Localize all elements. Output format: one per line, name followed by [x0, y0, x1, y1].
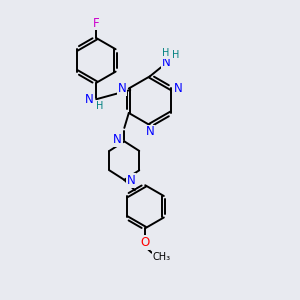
Text: N: N: [85, 93, 94, 106]
Text: H: H: [172, 50, 179, 60]
Text: N: N: [162, 56, 171, 69]
Text: O: O: [141, 236, 150, 249]
Text: H: H: [162, 48, 169, 58]
Text: N: N: [146, 125, 154, 138]
Text: N: N: [118, 82, 127, 95]
Text: F: F: [93, 16, 100, 30]
Text: CH₃: CH₃: [153, 252, 171, 262]
Text: N: N: [113, 133, 122, 146]
Text: N: N: [127, 174, 135, 187]
Text: H: H: [96, 101, 103, 111]
Text: N: N: [173, 82, 182, 95]
